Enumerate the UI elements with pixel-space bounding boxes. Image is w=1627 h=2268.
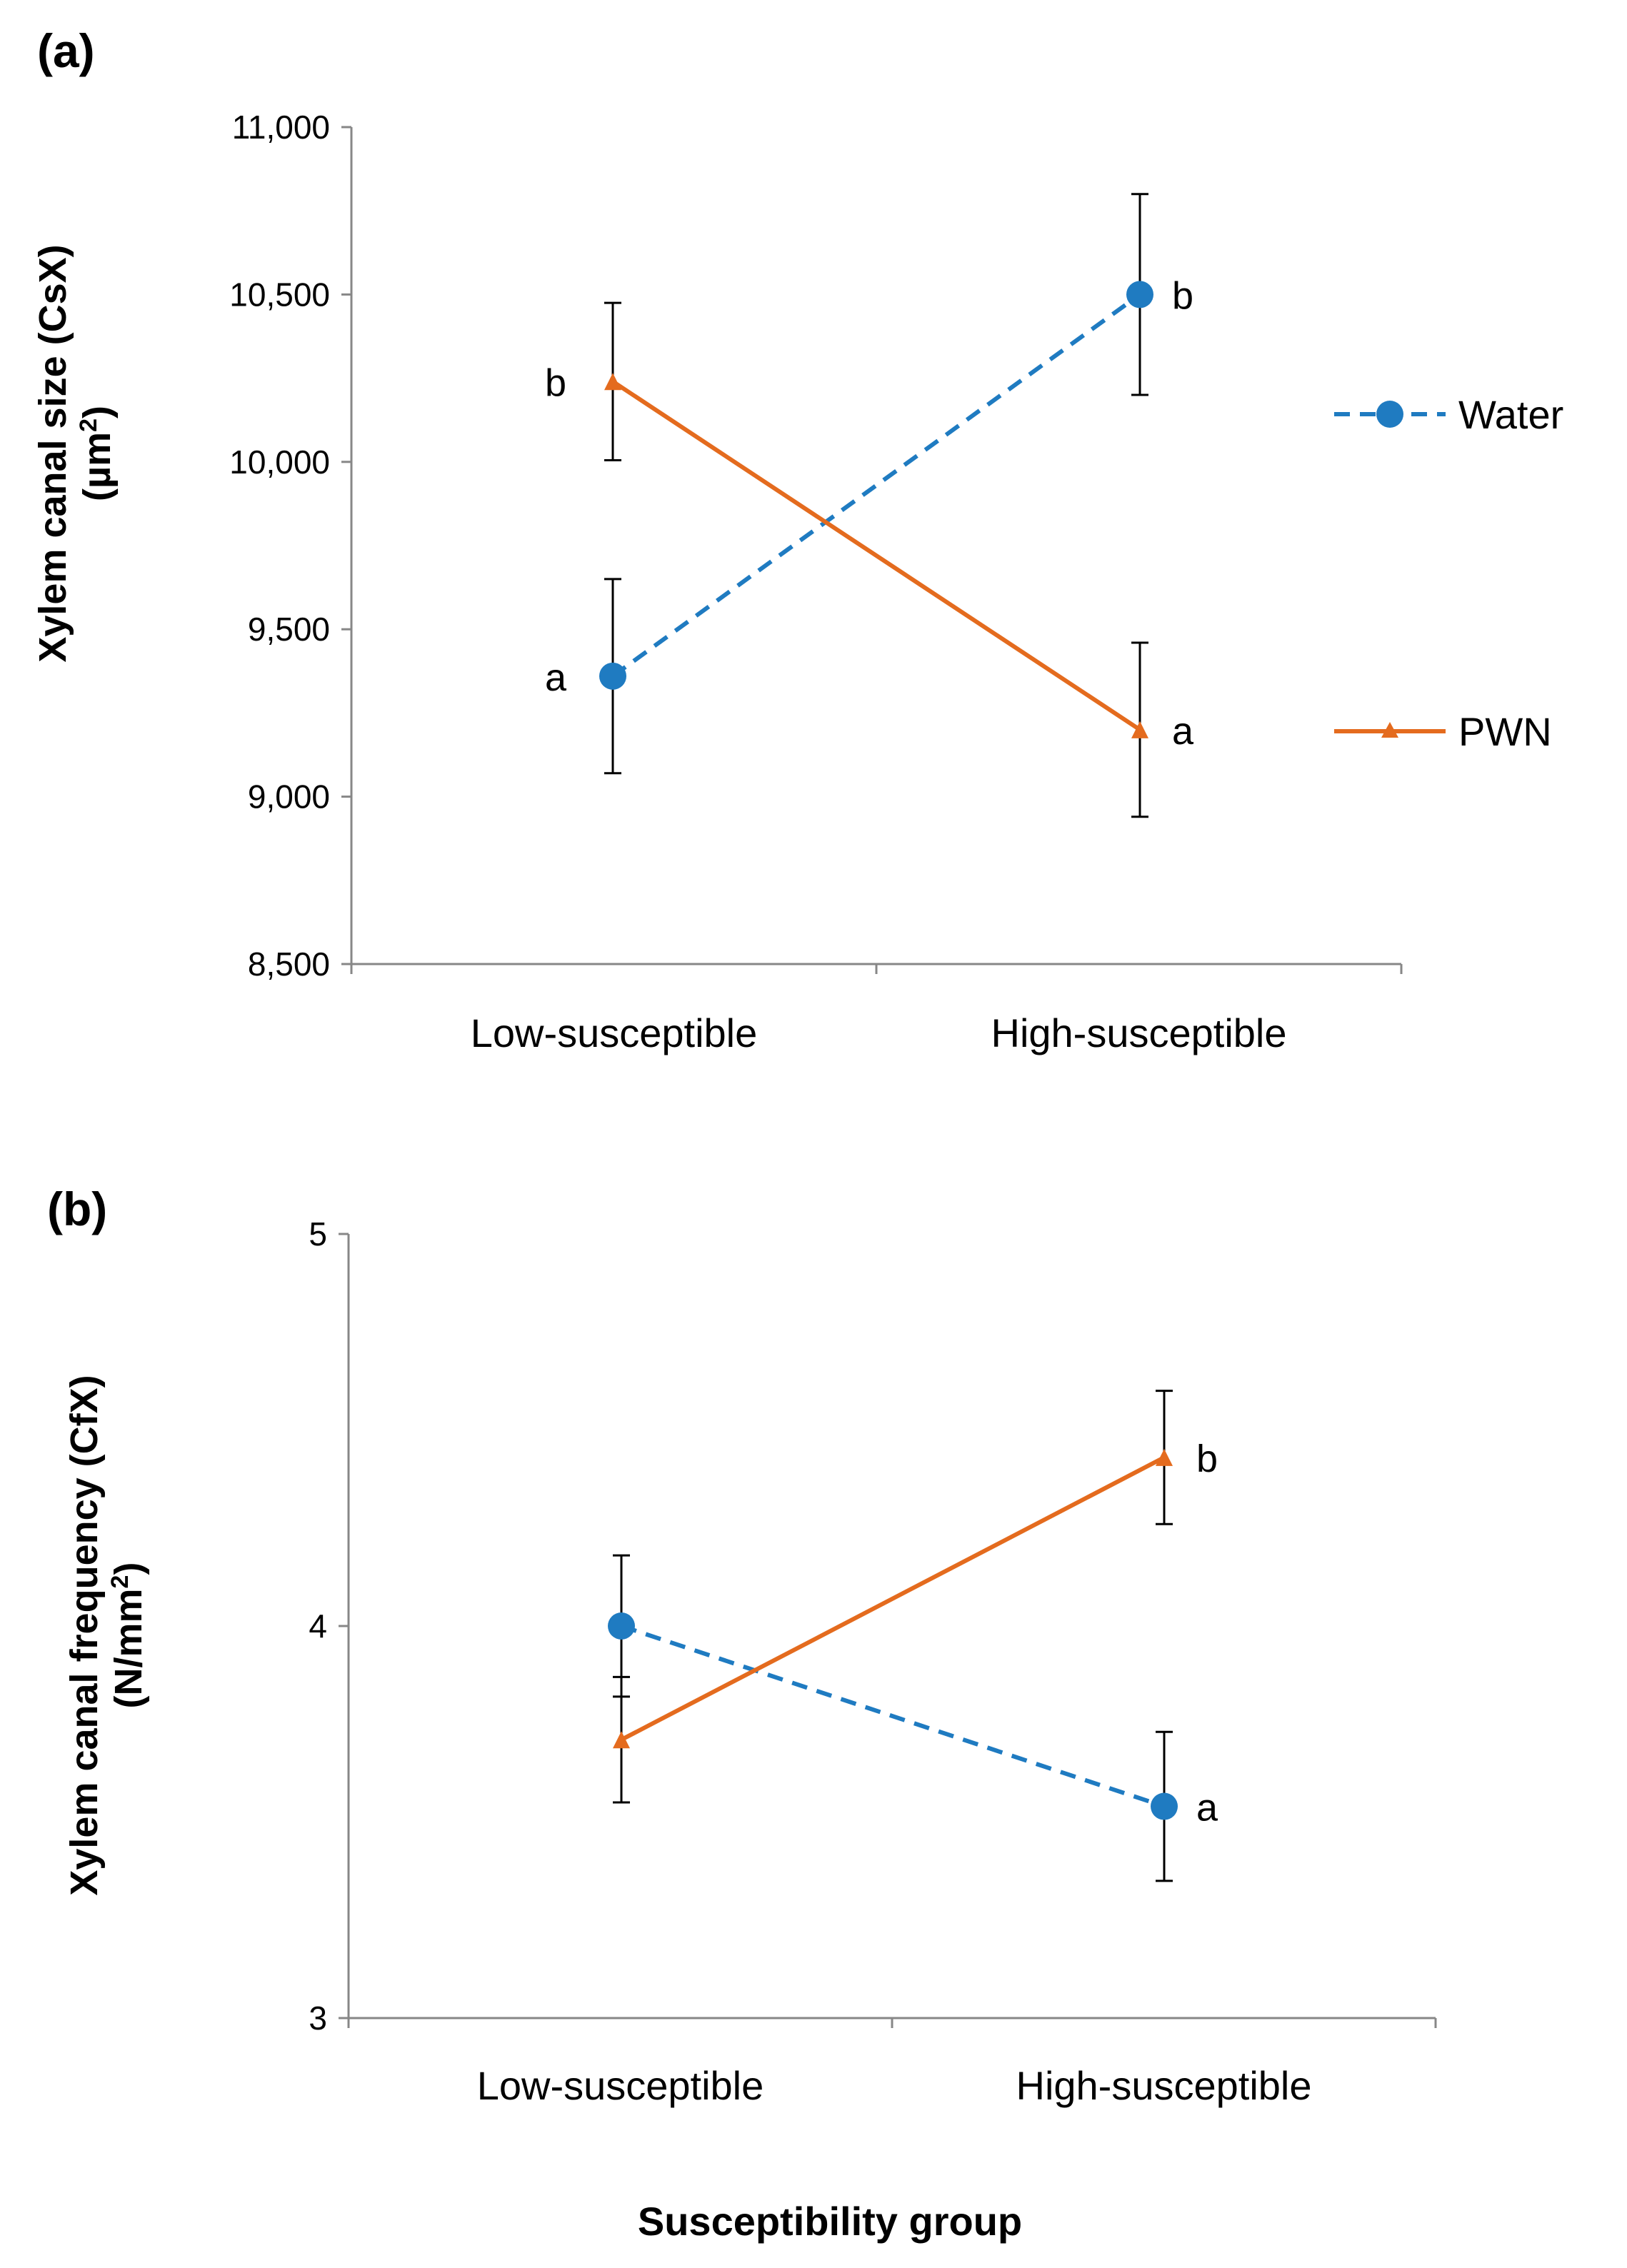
- significance-letter-water-high-susceptible: a: [1196, 1787, 1218, 1830]
- panel-b-ylabel-line2: (N/mm2): [106, 1562, 150, 1709]
- series-line-pwn: [620, 1455, 1166, 1742]
- y-tick-label-0: 3: [309, 1999, 327, 2037]
- panel-a-label: (a): [37, 24, 95, 77]
- significance-letter-pwn-high-susceptible: b: [1196, 1437, 1218, 1480]
- series-line-water: [611, 292, 1141, 678]
- x-category-label-high-susceptible: High-susceptible: [1016, 2063, 1312, 2108]
- y-tick-label-5: 11,000: [232, 109, 330, 146]
- legend-pwn-label: PWN: [1458, 709, 1552, 754]
- y-tick-label-2: 9,500: [248, 611, 330, 648]
- significance-letter-water-low-susceptible: a: [545, 656, 567, 699]
- panel-b-chart: (b) Xylem canal frequency (CfX) (N/mm2) …: [47, 1183, 1437, 2244]
- x-category-label-low-susceptible: Low-susceptible: [471, 1010, 758, 1055]
- panel-a-chart: (a) Xylem canal size (CsX) (µm2) 8,500 9,…: [31, 24, 1403, 1055]
- legend-pwn-marker: [1381, 722, 1398, 738]
- legend-water-label: Water: [1458, 392, 1563, 437]
- significance-letter-water-high-susceptible: b: [1172, 274, 1193, 317]
- panel-b-ylabel-line1: Xylem canal frequency (CfX): [63, 1375, 106, 1895]
- data-point-pwn-high-susceptible: [1156, 1448, 1173, 1466]
- data-point-water-low-susceptible: [599, 662, 626, 690]
- panel-a-ylabel-line1: Xylem canal size (CsX): [31, 244, 74, 662]
- y-tick-label-2: 5: [309, 1215, 327, 1253]
- y-tick-label-1: 9,000: [248, 778, 330, 816]
- panel-a-y-ticks: 8,500 9,000 9,500 10,000 10,500 11,000: [229, 109, 351, 983]
- panel-a-axes: [350, 127, 1403, 974]
- panel-a-y-axis-title: Xylem canal size (CsX) (µm2): [31, 244, 119, 662]
- panel-b-significance-letters: ab: [1196, 1437, 1218, 1830]
- legend-water-marker: [1376, 401, 1403, 428]
- data-point-water-high-susceptible: [1126, 281, 1153, 308]
- legend-item-pwn: PWN: [1334, 709, 1552, 754]
- x-category-label-low-susceptible: Low-susceptible: [477, 2063, 764, 2108]
- data-point-water-high-susceptible: [1151, 1792, 1178, 1820]
- y-tick-label-4: 10,500: [229, 276, 330, 313]
- panel-a-ylabel-line2: (µm2): [75, 406, 119, 501]
- panel-a-significance-letters: a b b a: [545, 274, 1194, 752]
- legend: Water PWN: [1334, 392, 1563, 754]
- y-tick-label-1: 4: [309, 1607, 327, 1645]
- significance-letter-pwn-high-susceptible: a: [1172, 710, 1194, 753]
- y-tick-label-0: 8,500: [248, 945, 330, 983]
- panel-b-series: [608, 1390, 1178, 1882]
- data-point-pwn-low-susceptible: [604, 373, 621, 391]
- panel-b-label: (b): [47, 1183, 107, 1235]
- panel-a-x-categories: Low-susceptible High-susceptible: [471, 1010, 1287, 1055]
- x-category-label-high-susceptible: High-susceptible: [991, 1010, 1287, 1055]
- panel-a-series: [599, 193, 1153, 818]
- series-line-water: [621, 1624, 1165, 1809]
- data-point-water-low-susceptible: [608, 1612, 635, 1640]
- series-line-pwn: [611, 379, 1141, 732]
- data-point-pwn-high-susceptible: [1131, 721, 1148, 738]
- y-tick-label-3: 10,000: [229, 443, 330, 481]
- panel-b-x-categories: Low-susceptible High-susceptible: [477, 2063, 1312, 2108]
- panel-b-x-axis-title: Susceptibility group: [638, 2199, 1022, 2244]
- panel-b-y-axis-title: Xylem canal frequency (CfX) (N/mm2): [63, 1375, 150, 1895]
- significance-letter-pwn-low-susceptible: b: [545, 361, 566, 404]
- data-point-pwn-low-susceptible: [613, 1731, 630, 1749]
- legend-item-water: Water: [1334, 392, 1563, 437]
- panel-b-axes: [347, 1234, 1437, 2028]
- panel-b-y-ticks: 3 4 5: [309, 1215, 349, 2037]
